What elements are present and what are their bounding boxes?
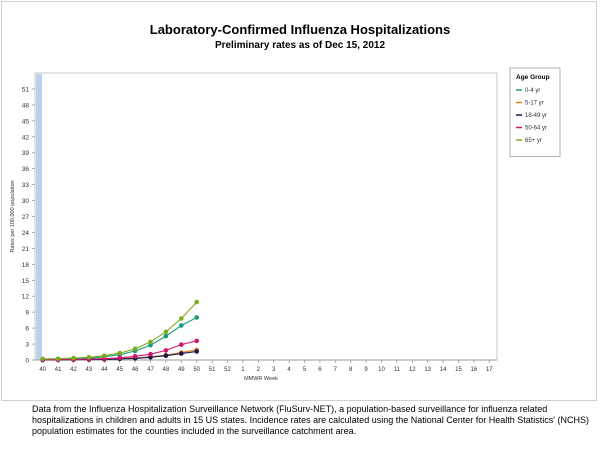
y-tick-label: 15 (22, 278, 30, 285)
x-tick-label: 1 (241, 367, 245, 373)
chart-title: Laboratory-Confirmed Influenza Hospitali… (149, 22, 451, 37)
x-tick-label: 17 (486, 367, 493, 373)
y-tick-label: 48 (22, 102, 30, 109)
legend-item-label: 0-4 yr (525, 88, 540, 94)
y-tick-label: 51 (22, 86, 30, 93)
data-point (117, 355, 122, 361)
x-tick-label: 9 (364, 367, 368, 373)
legend-box (509, 67, 561, 157)
x-tick-label: 45 (116, 367, 123, 373)
x-tick-label: 52 (224, 367, 231, 373)
data-point (132, 346, 138, 352)
data-point (40, 356, 45, 362)
y-tick-label: 9 (25, 310, 29, 317)
y-axis-label: Rates per 100,000 population (10, 180, 16, 252)
x-tick-label: 48 (163, 367, 170, 373)
y-tick-label: 3 (25, 342, 29, 349)
x-tick-label: 12 (409, 367, 416, 373)
x-tick-label: 2 (257, 367, 261, 373)
data-point (194, 315, 199, 320)
data-point (55, 356, 61, 362)
data-point (117, 350, 122, 356)
legend-item-label: 18-49 yr (525, 113, 547, 119)
x-tick-label: 50 (193, 367, 200, 373)
x-tick-label: 13 (424, 367, 431, 373)
data-point (194, 299, 199, 305)
x-tick-label: 44 (101, 367, 108, 373)
data-point (71, 355, 76, 361)
data-point (179, 323, 184, 328)
data-point (132, 354, 138, 359)
y-tick-label: 42 (22, 134, 30, 141)
x-tick-label: 3 (272, 367, 276, 373)
y-tick-label: 33 (22, 182, 30, 189)
x-tick-label: 11 (394, 367, 401, 373)
y-tick-label: 21 (22, 246, 30, 253)
data-point (102, 353, 107, 359)
x-tick-label: 4 (287, 367, 291, 373)
x-tick-label: 49 (178, 367, 185, 373)
x-tick-label: 6 (318, 367, 322, 373)
x-tick-label: 10 (378, 367, 385, 373)
x-tick-label: 46 (132, 367, 139, 373)
y-tick-label: 39 (22, 150, 30, 157)
data-point (148, 339, 153, 345)
x-tick-label: 14 (440, 367, 447, 373)
y-tick-label: 24 (22, 230, 30, 237)
x-tick-label: 5 (303, 367, 307, 373)
y-tick-label: 0 (25, 358, 29, 365)
x-tick-label: 7 (334, 367, 338, 373)
x-tick-label: 16 (471, 367, 478, 373)
data-point (179, 342, 184, 347)
x-tick-label: 42 (70, 367, 77, 373)
y-tick-label: 12 (22, 294, 30, 301)
y-tick-label: 36 (22, 166, 30, 173)
data-point (148, 351, 153, 357)
data-point (86, 355, 92, 360)
x-tick-label: 43 (86, 367, 93, 373)
data-point (163, 348, 169, 353)
footnote-text: Data from the Influenza Hospitalization … (32, 404, 590, 436)
chart-subtitle: Preliminary rates as of Dec 15, 2012 (214, 40, 386, 51)
legend-item-label: 65+ yr (525, 138, 542, 144)
data-point (163, 333, 169, 339)
y-axis-band (36, 74, 42, 360)
y-tick-label: 6 (25, 326, 29, 333)
y-tick-label: 27 (22, 214, 30, 221)
data-point (179, 316, 184, 321)
data-point (148, 342, 153, 348)
x-axis-label: MMWR Week (244, 376, 278, 382)
plot-area (34, 72, 498, 361)
data-point (194, 349, 199, 354)
x-tick-label: 40 (39, 367, 46, 373)
y-tick-label: 30 (22, 198, 30, 205)
x-tick-label: 8 (349, 367, 353, 373)
x-tick-label: 15 (455, 367, 462, 373)
y-tick-label: 45 (22, 118, 30, 125)
data-point (179, 351, 184, 356)
legend-title: Age Group (516, 74, 550, 81)
data-point (194, 338, 199, 344)
data-point (163, 329, 169, 335)
x-tick-label: 51 (209, 367, 216, 373)
legend-item-label: 50-64 yr (525, 126, 547, 132)
data-point (163, 353, 169, 359)
x-tick-label: 41 (55, 367, 62, 373)
legend-item-label: 5-17 yr (525, 101, 544, 107)
x-tick-label: 47 (147, 367, 154, 373)
y-tick-label: 18 (22, 262, 30, 269)
